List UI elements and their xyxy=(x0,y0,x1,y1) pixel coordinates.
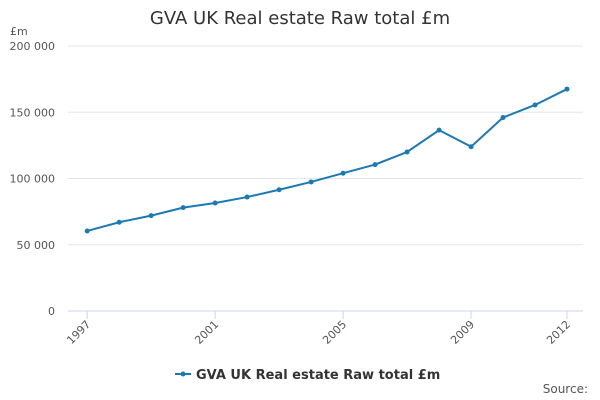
point xyxy=(340,170,346,176)
y-unit: £m xyxy=(10,25,28,38)
point xyxy=(468,144,474,150)
source: Source: xyxy=(543,382,588,396)
point xyxy=(180,205,186,211)
point xyxy=(436,127,442,133)
point xyxy=(212,200,218,206)
point xyxy=(308,179,314,185)
y-tick-label: 0 xyxy=(48,305,55,318)
y-tick-label: 100 000 xyxy=(10,173,56,186)
point xyxy=(84,228,90,234)
legend-marker xyxy=(180,371,186,377)
point xyxy=(532,102,538,108)
point xyxy=(500,115,506,121)
point xyxy=(116,219,122,225)
line xyxy=(86,88,568,232)
chart-title: GVA UK Real estate Raw total £m xyxy=(150,8,450,29)
point xyxy=(564,86,570,92)
point xyxy=(244,194,250,200)
point xyxy=(148,213,154,219)
legend-label: GVA UK Real estate Raw total £m xyxy=(196,368,440,383)
point xyxy=(372,162,378,168)
y-tick-label: 150 000 xyxy=(10,106,56,119)
y-tick-label: 50 000 xyxy=(17,239,56,252)
y-tick-label: 200 000 xyxy=(10,40,56,53)
point xyxy=(404,149,410,155)
point xyxy=(276,187,282,193)
